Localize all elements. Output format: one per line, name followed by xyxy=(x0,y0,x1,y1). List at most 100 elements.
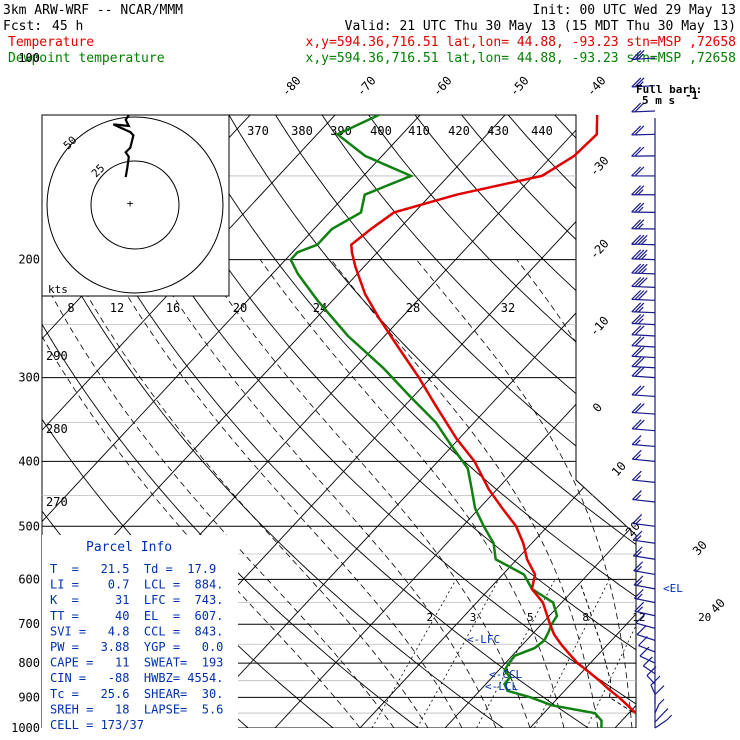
isotherm-label-30: 30 xyxy=(690,538,710,558)
wind-barb xyxy=(633,588,656,604)
wind-barb-flag xyxy=(632,490,642,500)
pressure-label-100: 100 xyxy=(18,51,40,65)
temperature-location: x,y=594.36,716.51 lat,lon= 44.88, -93.23… xyxy=(306,35,736,50)
wind-barb-flag xyxy=(633,588,644,599)
wind-barb xyxy=(631,289,656,301)
parcel-info-row: CELL = 173/37 xyxy=(50,718,144,732)
theta-label-410: 410 xyxy=(408,124,430,138)
wind-barb xyxy=(631,435,656,448)
wind-barb xyxy=(634,601,656,617)
wind-barb-half-flag xyxy=(637,306,644,313)
wind-barb-flag xyxy=(635,613,646,624)
wind-barb-half-flag xyxy=(634,439,641,446)
dry-adiabat-420 xyxy=(593,115,636,728)
pressure-label-200: 200 xyxy=(18,253,40,267)
parcel-info-row: CIN = -88 HWBZ= 4554. xyxy=(50,671,223,685)
barb-legend-exponent: -1 xyxy=(685,89,699,102)
wind-barb-half-flag xyxy=(636,565,643,572)
wind-barb-flag xyxy=(646,666,657,676)
wind-barb-half-flag xyxy=(637,189,644,196)
temperature-legend-label: Temperature xyxy=(8,35,94,50)
isotherm--30 xyxy=(176,115,636,728)
wind-barb xyxy=(632,490,656,503)
wind-barb-flag xyxy=(634,325,645,336)
dry-adiabat-440 xyxy=(682,58,740,740)
dry-adiabat-320 xyxy=(153,115,636,728)
wind-barb-staff xyxy=(639,655,656,664)
wind-barb xyxy=(631,385,656,398)
wind-barb-flag xyxy=(634,277,645,287)
init-time: Init: 00 UTC Wed 29 May 13 xyxy=(533,3,737,18)
ccl-marker: <-CCL xyxy=(489,668,522,681)
wind-barb-half-flag xyxy=(636,580,643,586)
parcel-level-markers: <EL <-LFC <-CCL <-LCL xyxy=(467,582,683,693)
wind-barb-flag xyxy=(634,166,645,177)
wind-barb xyxy=(631,336,656,348)
wind-barb xyxy=(631,234,656,246)
wind-barb-flag xyxy=(650,675,661,686)
wind-barb xyxy=(631,49,656,61)
wind-barb xyxy=(632,546,656,560)
pressure-label-700: 700 xyxy=(18,617,40,631)
wind-barb-flag xyxy=(631,385,642,396)
mixing-ratio-label-3: 3 xyxy=(470,611,477,624)
dry-adiabat-310 xyxy=(109,115,636,728)
pressure-label-1000: 1000 xyxy=(11,721,40,735)
wind-barb-half-flag xyxy=(637,206,644,213)
parcel-info-row: SVI = 4.8 CCL = 843. xyxy=(50,624,223,638)
wind-barb-flag xyxy=(634,234,645,245)
moist-adiabat-34 xyxy=(727,260,740,728)
wind-barb-half-flag xyxy=(635,535,642,541)
lfc-marker: <-LFC xyxy=(467,633,500,646)
wind-barb-flag xyxy=(631,249,642,260)
wind-barb-flag xyxy=(637,277,648,288)
wind-barb-flag xyxy=(631,146,642,157)
wind-barb-flag xyxy=(631,314,642,324)
mixing-ratio-line-5 xyxy=(476,579,556,728)
wind-barb xyxy=(631,314,656,326)
dry-adiabat-340 xyxy=(241,115,636,728)
wind-barb-flag xyxy=(634,347,645,357)
wind-barb-flag xyxy=(636,625,647,635)
mixing-ratio-label-2: 2 xyxy=(426,611,433,624)
wind-barb-flag xyxy=(631,336,642,347)
wind-barb xyxy=(631,302,656,314)
speed-tick-32: 32 xyxy=(501,301,515,315)
wind-barb-flag xyxy=(638,636,648,646)
wind-barb-flag xyxy=(632,514,643,524)
dry-adiabat-450 xyxy=(726,58,740,740)
dewpoint-trace xyxy=(289,115,603,728)
wind-barb-flag xyxy=(634,102,645,113)
parcel-info-row: CAPE = 11 SWEAT= 193 xyxy=(50,656,223,670)
theta-e-label-270: 270 xyxy=(46,495,68,509)
wind-barb-flag xyxy=(634,601,645,612)
wind-barb-flag xyxy=(633,561,644,572)
wind-barb xyxy=(631,263,656,275)
moist-adiabat-10 xyxy=(200,259,531,728)
speed-tick-8: 8 xyxy=(67,301,74,315)
wind-barb-half-flag xyxy=(641,238,647,245)
wind-barb-flag xyxy=(631,125,642,136)
pressure-label-600: 600 xyxy=(18,572,40,586)
speed-tick-16: 16 xyxy=(166,301,180,315)
wind-barb xyxy=(631,202,656,213)
parcel-info-row: K = 31 LFC = 743. xyxy=(50,593,223,607)
model-title: 3km ARW-WRF -- NCAR/MMM xyxy=(3,3,183,18)
mixing-ratio-line-3 xyxy=(416,579,500,728)
parcel-info-row: PW = 3.88 YGP = 0.0 xyxy=(50,640,223,654)
wind-barb-half-flag xyxy=(637,318,644,325)
temperature-trace xyxy=(350,115,636,716)
theta-label-390: 390 xyxy=(330,124,352,138)
wind-barb xyxy=(631,449,656,462)
wind-barb-flag xyxy=(631,234,642,245)
isotherm-label--50: -50 xyxy=(507,74,532,99)
wind-barb-flag xyxy=(631,77,642,88)
wind-barb-flag xyxy=(631,102,642,113)
isotherm-label--30: -30 xyxy=(587,154,612,179)
wind-barb-half-flag xyxy=(666,714,673,721)
wind-barb xyxy=(650,675,661,695)
wind-barb-flag xyxy=(634,125,645,136)
wind-barb-flag xyxy=(642,656,653,667)
wind-barb-half-flag xyxy=(641,253,647,260)
theta-label-430: 430 xyxy=(487,124,509,138)
